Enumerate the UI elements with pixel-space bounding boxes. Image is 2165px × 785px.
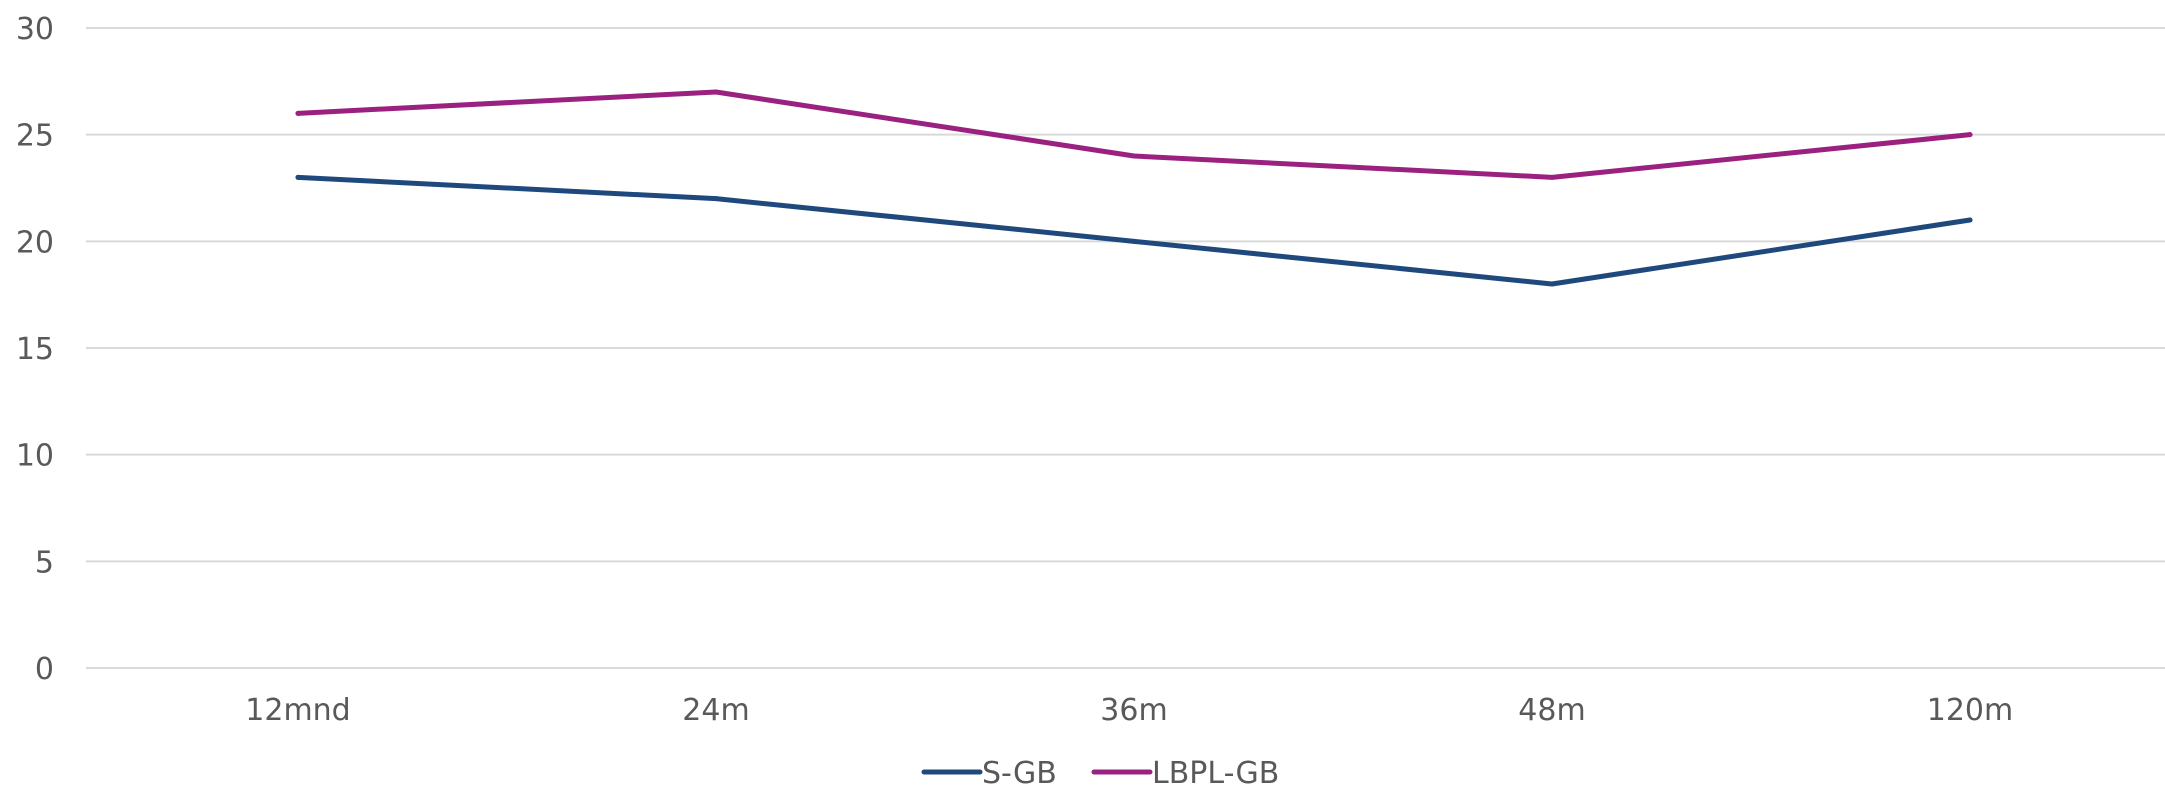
x-tick-label: 120m bbox=[1927, 693, 2013, 728]
data-point bbox=[1967, 217, 1973, 223]
data-point bbox=[295, 174, 301, 180]
data-point bbox=[1967, 132, 1973, 138]
data-point bbox=[1549, 281, 1555, 287]
data-point bbox=[295, 110, 301, 116]
x-tick-label: 24m bbox=[682, 693, 749, 728]
series-lines bbox=[295, 89, 1973, 287]
data-point bbox=[713, 89, 719, 95]
data-point bbox=[1549, 174, 1555, 180]
x-tick-label: 48m bbox=[1518, 693, 1585, 728]
data-point bbox=[713, 196, 719, 202]
y-tick-label: 15 bbox=[16, 332, 54, 367]
x-tick-label: 36m bbox=[1100, 693, 1167, 728]
x-axis: 12mnd 24m 36m 48m 120m bbox=[245, 693, 2013, 728]
gridlines bbox=[86, 27, 2165, 669]
legend: S-GB LBPL-GB bbox=[921, 756, 1279, 785]
y-tick-label: 30 bbox=[16, 12, 54, 47]
legend-label: LBPL-GB bbox=[1152, 756, 1279, 785]
data-point bbox=[1131, 238, 1137, 244]
y-tick-label: 5 bbox=[35, 545, 54, 580]
data-point bbox=[1131, 153, 1137, 159]
y-tick-label: 10 bbox=[16, 439, 54, 474]
y-tick-label: 25 bbox=[16, 119, 54, 154]
y-axis: 0 5 10 15 20 25 30 bbox=[16, 12, 54, 687]
series-line-s-gb bbox=[295, 174, 1973, 287]
x-tick-label: 12mnd bbox=[245, 693, 350, 728]
legend-label: S-GB bbox=[982, 756, 1057, 785]
y-tick-label: 20 bbox=[16, 225, 54, 260]
y-tick-label: 0 bbox=[35, 652, 54, 687]
